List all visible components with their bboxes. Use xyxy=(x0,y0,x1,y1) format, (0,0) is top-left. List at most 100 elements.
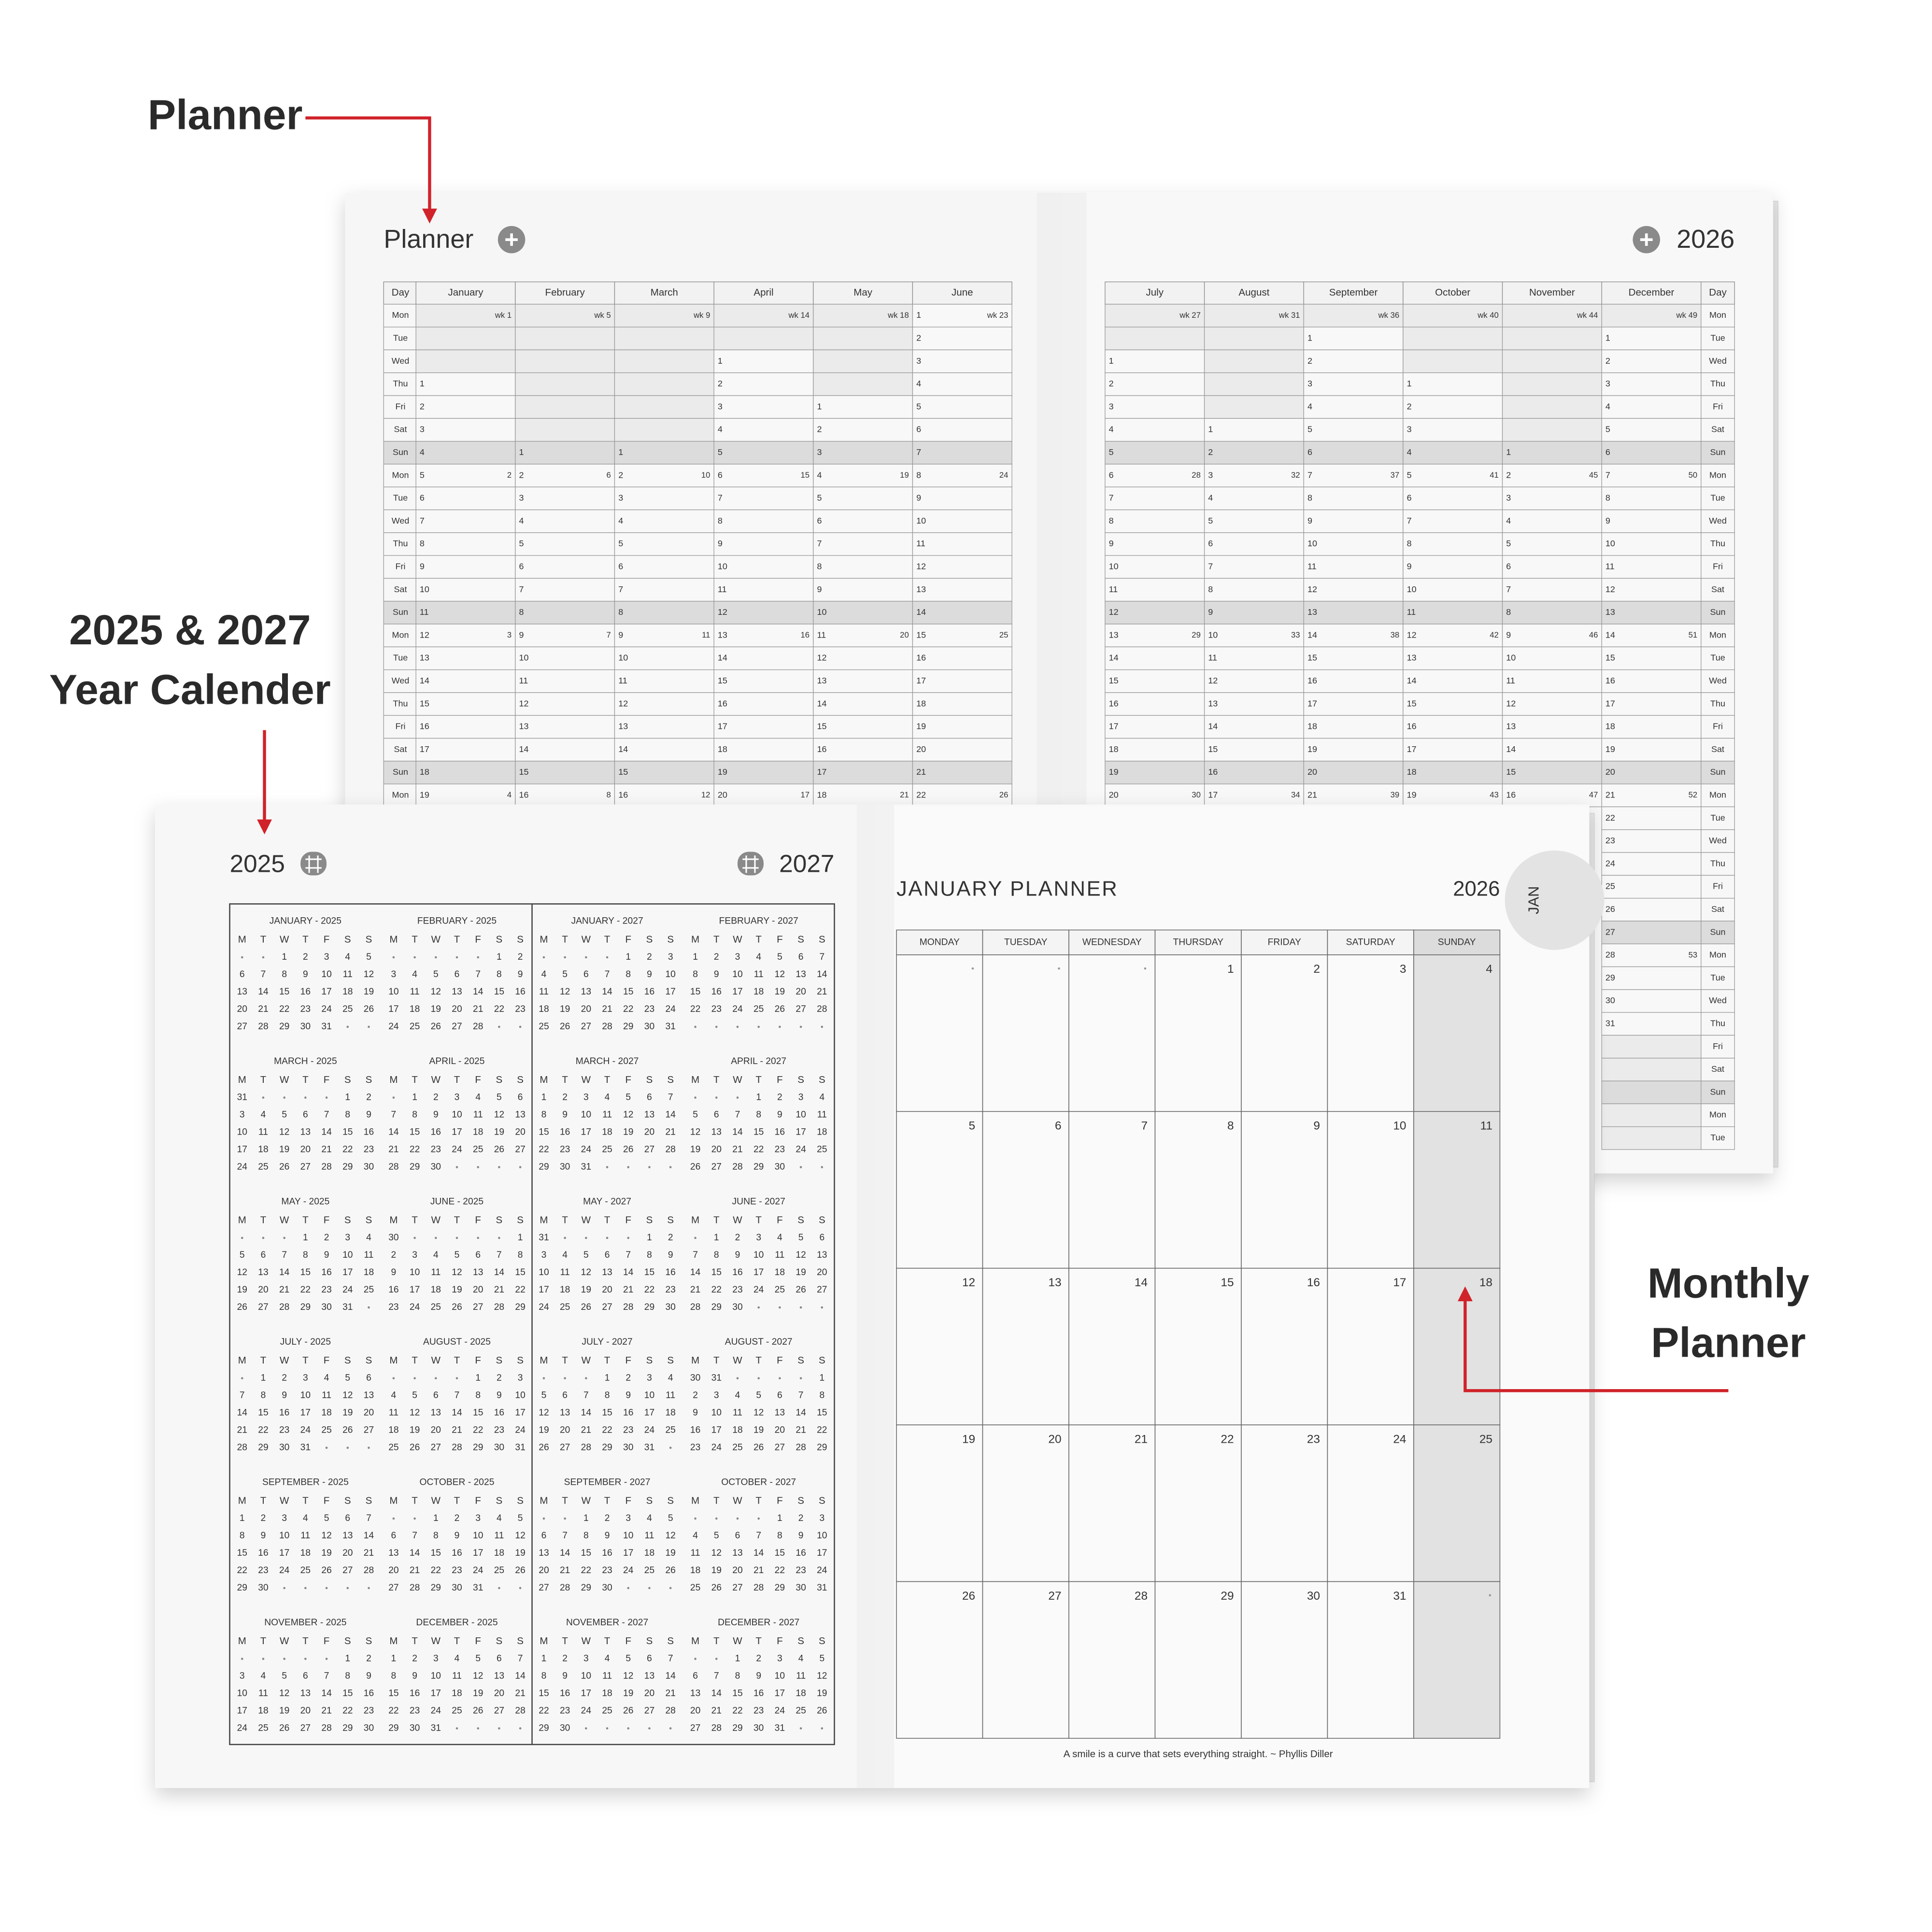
mini-day: 14 xyxy=(321,1127,332,1137)
day-cell xyxy=(912,304,1012,327)
mini-day: 28 xyxy=(515,1706,525,1716)
day-name: Mon xyxy=(1709,1110,1726,1120)
mini-month-title: JULY - 2027 xyxy=(582,1337,632,1347)
day-cell xyxy=(1105,624,1205,647)
weekday-letter: W xyxy=(733,1074,742,1085)
day-cell xyxy=(713,418,814,442)
weekday-letter: F xyxy=(324,934,330,945)
day-cell xyxy=(813,532,913,556)
day-cell xyxy=(813,738,913,762)
mini-day: 5 xyxy=(668,1513,673,1523)
mini-day: 23 xyxy=(602,1565,612,1576)
mini-day: 15 xyxy=(623,987,633,997)
mini-day: 16 xyxy=(665,1267,675,1278)
left-page xyxy=(155,804,876,1788)
mini-day: 2 xyxy=(668,1233,673,1243)
day-cell xyxy=(1303,418,1404,442)
mini-day: 15 xyxy=(342,1127,353,1137)
day-number: 9 xyxy=(1407,562,1412,571)
mini-day: 20 xyxy=(364,1408,374,1418)
day-cell xyxy=(912,578,1012,602)
day-cell xyxy=(1601,624,1702,647)
mini-day: 12 xyxy=(279,1689,289,1699)
mini-day: 20 xyxy=(602,1285,612,1295)
weekday-letter: W xyxy=(582,934,591,945)
day-number: 4 xyxy=(519,516,524,526)
mini-day: 21 xyxy=(690,1285,700,1295)
day-number: 12 xyxy=(420,630,429,639)
planner-year: 2026 xyxy=(1676,225,1734,254)
weekday-letter: W xyxy=(280,1074,289,1085)
mini-day: 1 xyxy=(819,1373,824,1383)
mini-day: 15 xyxy=(602,1408,612,1418)
day-number: 2 xyxy=(817,425,822,434)
mini-day: 15 xyxy=(431,1548,441,1558)
mini-day: 20 xyxy=(494,1689,504,1699)
empty-day-dot xyxy=(715,1517,718,1520)
mini-day: 25 xyxy=(796,1706,806,1716)
date-number: 8 xyxy=(1227,1120,1234,1133)
mini-day: 27 xyxy=(581,1022,591,1032)
mini-day: 19 xyxy=(623,1127,633,1137)
mini-day: 14 xyxy=(258,987,269,997)
day-cell xyxy=(1303,327,1404,351)
week-number: 43 xyxy=(1490,790,1499,799)
day-number: 17 xyxy=(817,767,827,777)
year-planner: DayMonTueWedThuFriSatSunMonTueWedThuFriS… xyxy=(383,281,1735,1150)
mini-day: 17 xyxy=(732,987,742,997)
header-cell xyxy=(1502,281,1602,305)
empty-day-dot xyxy=(648,1727,651,1730)
mini-month-title: OCTOBER - 2025 xyxy=(420,1477,495,1488)
mini-day: 5 xyxy=(324,1513,329,1523)
mini-day: 14 xyxy=(494,1267,505,1278)
mini-day: 16 xyxy=(775,1127,785,1137)
day-cell xyxy=(912,646,1012,670)
mini-day: 14 xyxy=(410,1548,420,1558)
empty-day-dot xyxy=(477,1166,480,1168)
day-cell xyxy=(713,395,814,419)
weekday-letter: W xyxy=(280,1214,289,1225)
mini-day: 13 xyxy=(644,1110,654,1120)
mini-day: 17 xyxy=(410,1285,420,1295)
empty-day-dot xyxy=(669,1166,672,1168)
mini-day: 17 xyxy=(539,1285,549,1295)
weekday-letter: F xyxy=(625,934,631,945)
day-number: 4 xyxy=(1605,401,1610,411)
mini-day: 13 xyxy=(817,1250,827,1260)
mini-day: 7 xyxy=(366,1513,371,1523)
mini-day: 23 xyxy=(665,1285,675,1295)
day-cell xyxy=(713,486,814,511)
mini-day: 12 xyxy=(342,1391,353,1401)
day-cell xyxy=(1601,943,1702,967)
mini-day: 12 xyxy=(690,1127,700,1137)
mini-day: 12 xyxy=(515,1531,525,1541)
mini-day: 19 xyxy=(796,1267,806,1278)
mini-day: 24 xyxy=(623,1565,634,1576)
day-name: Wed xyxy=(1709,995,1727,1005)
annotation: Monthly xyxy=(1648,1259,1809,1307)
mini-day: 19 xyxy=(237,1285,247,1295)
day-number: 7 xyxy=(519,584,524,594)
mini-day: 21 xyxy=(410,1565,420,1576)
day-number: 9 xyxy=(1109,539,1114,548)
day-cell xyxy=(1502,601,1602,625)
day-cell xyxy=(713,646,814,670)
annotation-arrow xyxy=(305,116,431,212)
day-name: Mon xyxy=(1709,470,1726,480)
mini-day: 15 xyxy=(279,987,289,997)
day-name: Sun xyxy=(1710,607,1726,617)
mini-day: 3 xyxy=(433,1654,439,1664)
day-number: 11 xyxy=(1208,653,1217,663)
date-number: 23 xyxy=(1307,1433,1320,1446)
day-number: 26 xyxy=(1605,904,1615,914)
mini-day: 3 xyxy=(714,1391,719,1401)
empty-day-dot xyxy=(413,1236,416,1239)
day-cell xyxy=(1303,761,1404,784)
date-cell xyxy=(1154,1111,1242,1269)
mini-day: 16 xyxy=(690,1425,700,1435)
mini-day: 9 xyxy=(605,1531,610,1541)
mini-day: 7 xyxy=(583,1391,589,1401)
mini-day: 21 xyxy=(602,1004,612,1014)
mini-day: 30 xyxy=(300,1022,311,1032)
day-header: Day xyxy=(392,287,410,298)
